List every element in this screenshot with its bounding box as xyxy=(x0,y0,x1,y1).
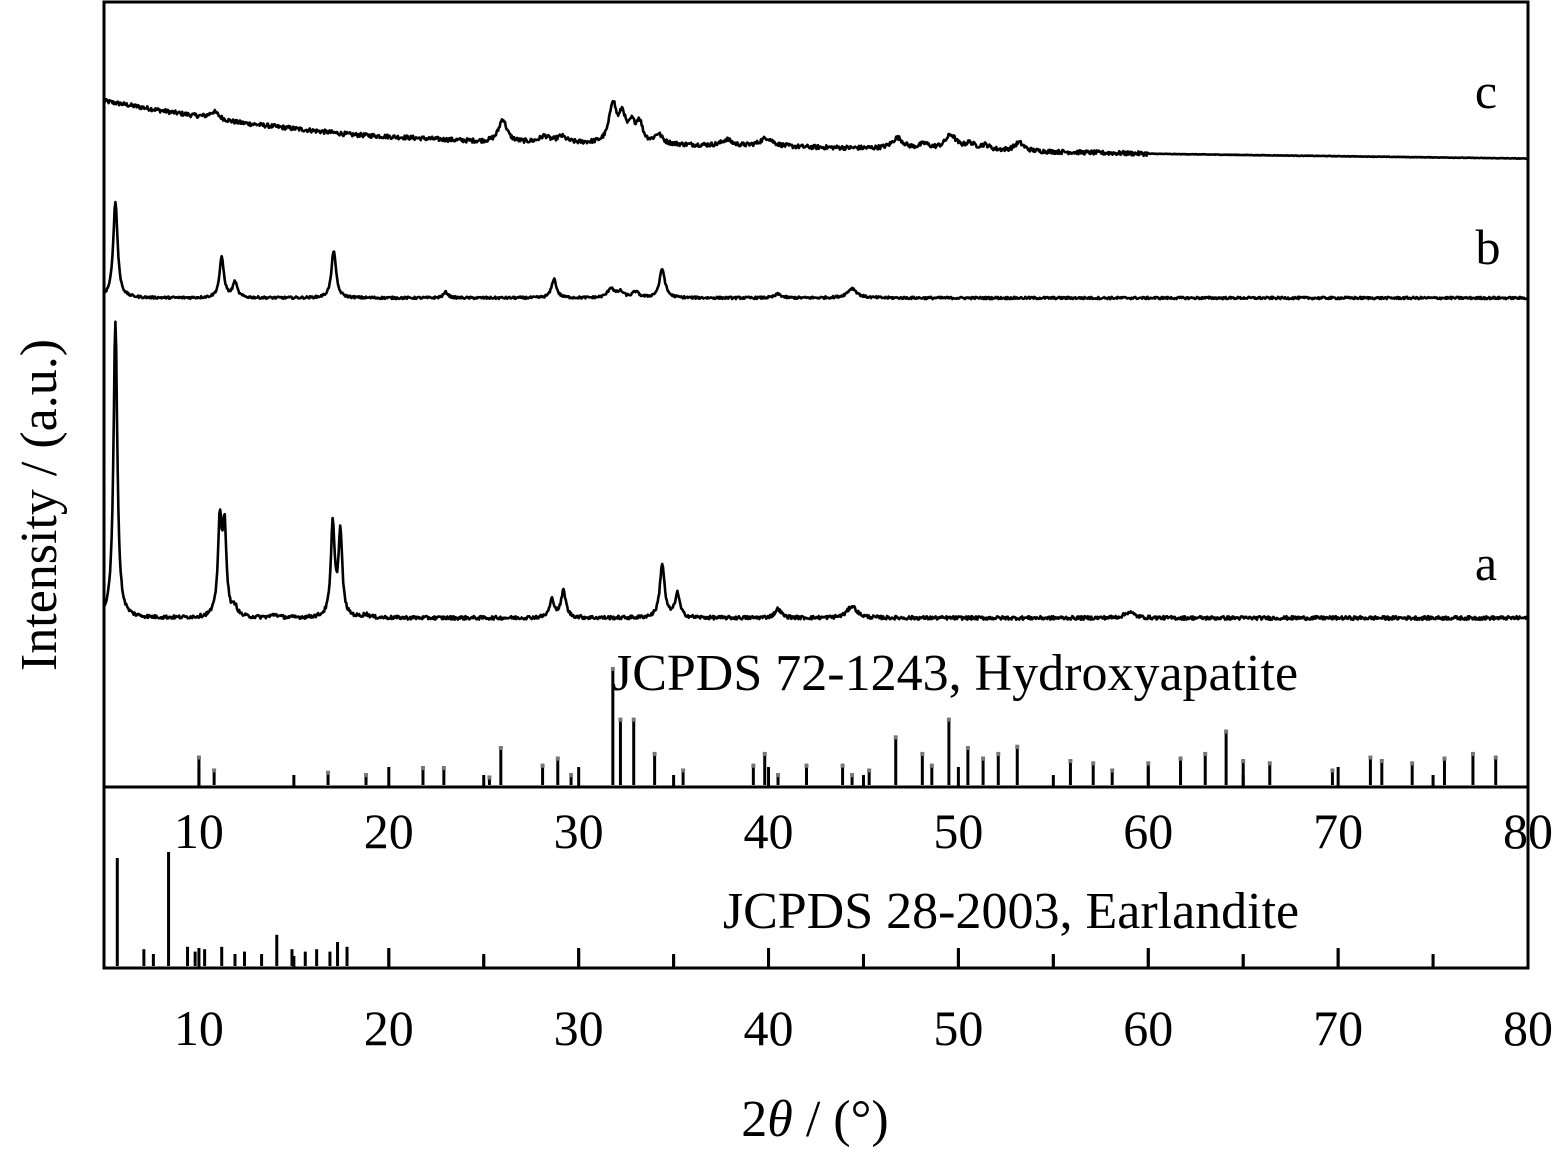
x-ticks-main-panel: 10 20 30 40 50 60 70 80 xyxy=(102,767,1553,859)
reference-stick-cap-34 xyxy=(1146,761,1151,766)
series-line-a xyxy=(103,320,1530,622)
hydroxyapatite-reference-sticks xyxy=(196,667,1498,785)
reference-stick-cap-46 xyxy=(1493,755,1498,760)
reference-stick-cap-8 xyxy=(540,763,545,768)
reference-stick-cap-41 xyxy=(1368,755,1373,760)
reference-stick-cap-6 xyxy=(487,775,492,780)
xrd-series xyxy=(102,97,1530,622)
reference-stick-cap-5 xyxy=(441,766,446,771)
x-tick-label-10: 10 xyxy=(174,803,224,859)
reference-stick-cap-18 xyxy=(776,773,781,778)
x-tick-label-20: 20 xyxy=(364,803,414,859)
reference-stick-cap-1 xyxy=(212,768,217,773)
x-tick-label-40: 40 xyxy=(744,1000,794,1056)
x-tick-label-70: 70 xyxy=(1313,1000,1363,1056)
reference-stick-cap-22 xyxy=(867,768,872,773)
reference-stick-cap-44 xyxy=(1442,756,1447,761)
plot-frames xyxy=(102,0,1530,970)
reference-stick-cap-2 xyxy=(326,770,331,775)
x-ticks-lower-panel: 10 20 30 40 50 60 70 80 xyxy=(102,948,1553,1056)
reference-stick-cap-33 xyxy=(1110,768,1115,773)
reference-stick-cap-36 xyxy=(1203,751,1208,756)
curve-label-c: c xyxy=(1475,63,1497,119)
x-tick-label-60: 60 xyxy=(1123,1000,1173,1056)
reference-stick-cap-27 xyxy=(965,746,970,751)
reference-stick-cap-25 xyxy=(929,763,934,768)
reference-stick-cap-42 xyxy=(1379,759,1384,764)
hydroxyapatite-label: JCPDS 72-1243, Hydroxyapatite xyxy=(612,645,1298,702)
curve-label-a: a xyxy=(1475,535,1497,591)
reference-stick-cap-15 xyxy=(681,768,686,773)
reference-stick-cap-43 xyxy=(1410,761,1415,766)
x-axis-title-prefix: 2 xyxy=(741,1091,767,1148)
x-tick-label-40: 40 xyxy=(744,803,794,859)
x-axis-title-symbol: θ xyxy=(767,1091,793,1148)
x-tick-label-80: 80 xyxy=(1503,1000,1553,1056)
reference-stick-cap-16 xyxy=(751,763,756,768)
reference-stick-cap-4 xyxy=(420,766,425,771)
reference-stick-cap-19 xyxy=(804,763,809,768)
y-axis-title: Intensity / (a.u.) xyxy=(11,339,68,671)
reference-stick-cap-17 xyxy=(762,751,767,756)
series-line-b xyxy=(102,200,1529,301)
x-tick-label-30: 30 xyxy=(554,803,604,859)
x-tick-label-50: 50 xyxy=(933,803,983,859)
reference-stick-cap-32 xyxy=(1091,761,1096,766)
reference-stick-cap-29 xyxy=(996,751,1001,756)
reference-stick-cap-7 xyxy=(498,746,503,751)
reference-stick-cap-35 xyxy=(1178,756,1183,761)
reference-stick-cap-0 xyxy=(196,755,201,760)
reference-stick-cap-23 xyxy=(893,735,898,740)
x-tick-label-60: 60 xyxy=(1123,803,1173,859)
reference-stick-cap-39 xyxy=(1267,761,1272,766)
reference-stick-cap-13 xyxy=(631,717,636,722)
lower-panel-frame xyxy=(102,785,1530,970)
series-line-c xyxy=(102,97,1529,161)
x-tick-label-50: 50 xyxy=(933,1000,983,1056)
x-tick-label-70: 70 xyxy=(1313,803,1363,859)
x-tick-label-30: 30 xyxy=(554,1000,604,1056)
reference-stick-cap-20 xyxy=(840,763,845,768)
curve-label-b: b xyxy=(1476,219,1501,275)
reference-stick-cap-28 xyxy=(981,756,986,761)
reference-stick-cap-9 xyxy=(555,756,560,761)
reference-stick-cap-37 xyxy=(1224,729,1229,734)
reference-stick-cap-11 xyxy=(610,667,615,671)
reference-stick-cap-38 xyxy=(1241,759,1246,764)
reference-stick-cap-3 xyxy=(364,773,369,778)
reference-stick-cap-21 xyxy=(850,773,855,778)
reference-stick-cap-30 xyxy=(1015,744,1020,749)
reference-stick-cap-10 xyxy=(569,773,574,778)
reference-stick-cap-40 xyxy=(1330,768,1335,773)
reference-stick-cap-14 xyxy=(652,751,657,756)
x-tick-label-20: 20 xyxy=(364,1000,414,1056)
x-tick-label-10: 10 xyxy=(174,1000,224,1056)
x-axis-title: 2θ / (°) xyxy=(741,1091,888,1148)
reference-stick-cap-24 xyxy=(920,751,925,756)
earlandite-label: JCPDS 28-2003, Earlandite xyxy=(723,883,1299,940)
reference-stick-cap-31 xyxy=(1068,759,1073,764)
x-tick-label-80: 80 xyxy=(1503,803,1553,859)
reference-stick-cap-26 xyxy=(946,717,951,722)
reference-stick-cap-45 xyxy=(1470,751,1475,756)
reference-stick-cap-12 xyxy=(618,717,623,722)
x-axis-title-suffix: / (°) xyxy=(793,1091,889,1148)
